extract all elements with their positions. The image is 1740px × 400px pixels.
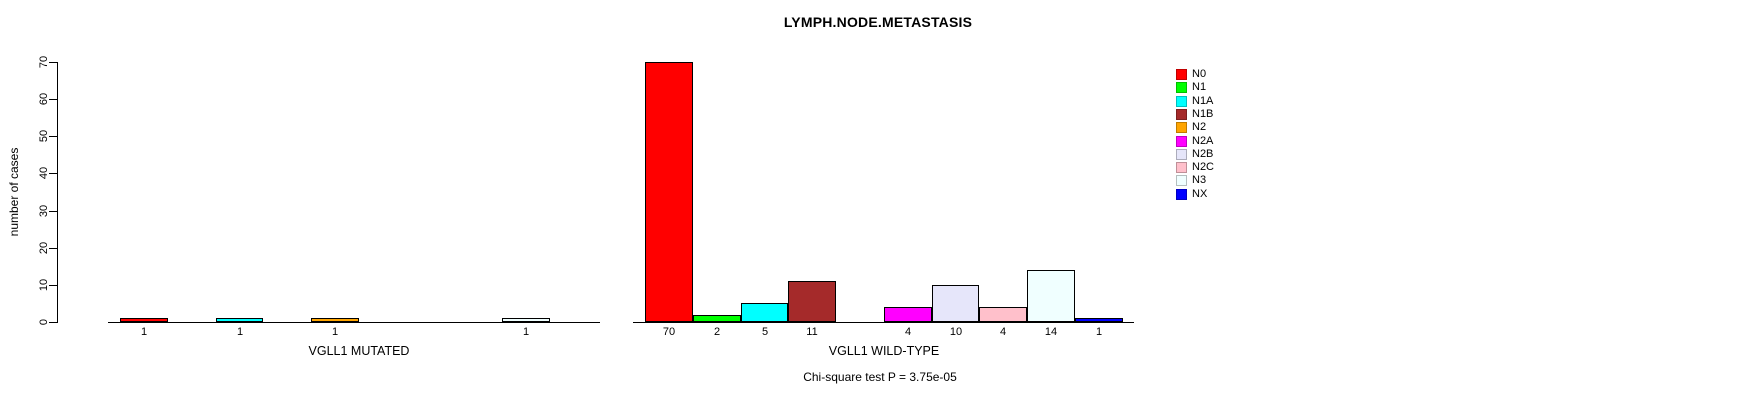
legend-item-NX: NX <box>1176 188 1207 200</box>
y-tick-label: 10 <box>38 278 50 292</box>
bar-value-label: 1 <box>1095 326 1103 338</box>
legend-item-N1B: N1B <box>1176 108 1213 120</box>
legend-item-N1: N1 <box>1176 81 1206 93</box>
y-tick-label: 0 <box>38 318 50 326</box>
bar-value-label: 14 <box>1044 326 1058 338</box>
legend-item-N2A: N2A <box>1176 135 1213 147</box>
y-tick-mark <box>49 62 57 63</box>
bar-value-label: 1 <box>331 326 339 338</box>
legend-swatch-N1A <box>1176 95 1187 107</box>
legend-item-N2C: N2C <box>1176 161 1214 173</box>
legend-swatch-N2 <box>1176 121 1187 133</box>
legend-swatch-N2A <box>1176 135 1187 147</box>
y-axis-line <box>57 62 58 323</box>
legend-swatch-N2C <box>1176 161 1187 173</box>
y-tick-label: 40 <box>38 166 50 180</box>
legend-label: N2A <box>1192 135 1214 147</box>
bar-N1A <box>741 303 788 322</box>
group-baseline <box>633 322 1134 323</box>
bar-N1B <box>788 281 836 322</box>
legend-label: N0 <box>1192 68 1207 80</box>
y-tick-mark <box>49 285 57 286</box>
y-tick-label: 50 <box>38 129 50 143</box>
y-tick-mark <box>49 173 57 174</box>
legend-label: N2B <box>1192 148 1214 160</box>
legend-swatch-N2B <box>1176 148 1187 160</box>
bar-N0 <box>645 62 693 322</box>
legend-label: NX <box>1192 188 1208 200</box>
y-axis-label: number of cases <box>7 147 21 237</box>
legend-swatch-NX <box>1176 188 1187 200</box>
bar-value-label: 1 <box>140 326 148 338</box>
y-tick-label: 70 <box>38 55 50 69</box>
chart-title: LYMPH.NODE.METASTASIS <box>783 14 973 30</box>
legend-label: N1A <box>1192 95 1214 107</box>
bar-value-label: 2 <box>713 326 721 338</box>
y-tick-mark <box>49 322 57 323</box>
y-tick-label: 30 <box>38 204 50 218</box>
bar-N2A <box>884 307 932 322</box>
bar-N2 <box>311 318 359 322</box>
bar-N3 <box>1027 270 1075 322</box>
bar-value-label: 1 <box>236 326 244 338</box>
legend-item-N2: N2 <box>1176 121 1206 133</box>
legend-item-N2B: N2B <box>1176 148 1213 160</box>
group-baseline <box>108 322 600 323</box>
y-tick-mark <box>49 99 57 100</box>
y-tick-mark <box>49 136 57 137</box>
legend-swatch-N1 <box>1176 81 1187 93</box>
bar-value-label: 4 <box>904 326 912 338</box>
bar-value-label: 11 <box>806 326 818 338</box>
bar-NX <box>1075 318 1123 322</box>
y-tick-label: 60 <box>38 92 50 106</box>
bar-N1A <box>216 318 263 322</box>
bar-N2C <box>979 307 1027 322</box>
legend-swatch-N0 <box>1176 68 1187 80</box>
bar-value-label: 10 <box>949 326 963 338</box>
bar-value-label: 4 <box>999 326 1007 338</box>
legend-item-N3: N3 <box>1176 174 1206 186</box>
legend-swatch-N3 <box>1176 174 1187 186</box>
y-tick-label: 20 <box>38 241 50 255</box>
bar-value-label: 5 <box>761 326 769 338</box>
bar-N2B <box>932 285 979 322</box>
group-label-mutated: VGLL1 MUTATED <box>308 344 410 358</box>
legend-label: N1 <box>1192 81 1207 93</box>
legend-label: N1B <box>1192 108 1214 120</box>
legend-swatch-N1B <box>1176 108 1187 120</box>
bar-N1 <box>693 315 741 322</box>
bar-N3 <box>502 318 550 322</box>
y-tick-mark <box>49 211 57 212</box>
chi-square-annotation: Chi-square test P = 3.75e-05 <box>803 370 957 384</box>
legend-item-N1A: N1A <box>1176 95 1213 107</box>
bar-N0 <box>120 318 168 322</box>
bar-value-label: 70 <box>662 326 676 338</box>
legend-label: N3 <box>1192 174 1207 186</box>
group-label-wild-type: VGLL1 WILD-TYPE <box>828 344 940 358</box>
bar-value-label: 1 <box>522 326 530 338</box>
legend-label: N2C <box>1192 161 1215 173</box>
legend-item-N0: N0 <box>1176 68 1206 80</box>
legend-label: N2 <box>1192 121 1207 133</box>
y-tick-mark <box>49 248 57 249</box>
